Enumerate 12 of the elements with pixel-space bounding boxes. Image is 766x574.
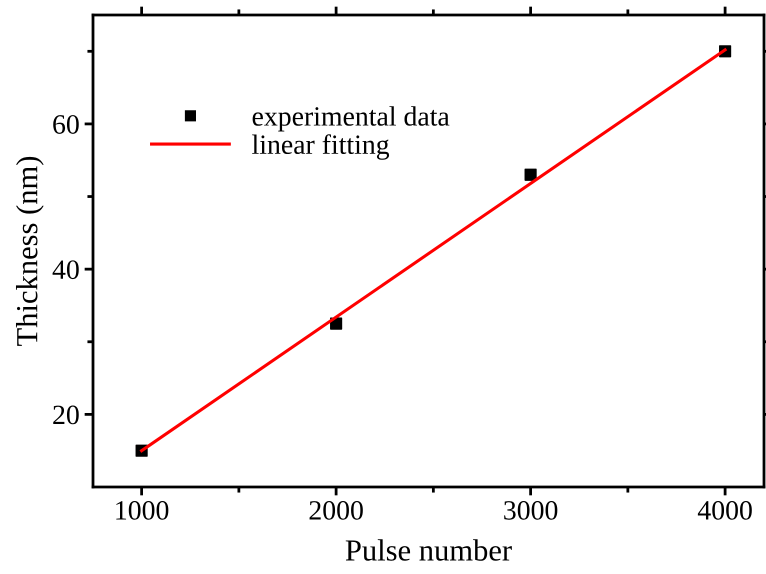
x-axis-title: Pulse number	[346, 539, 512, 561]
y-axis-title: Thickness (nm)	[16, 156, 44, 346]
x-tick-label: 2000	[310, 500, 363, 520]
y-tick-label: 40	[52, 260, 79, 280]
y-tick-label: 60	[53, 115, 79, 134]
x-tick-label: 3000	[504, 500, 558, 520]
legend-label: experimental data	[252, 106, 450, 132]
x-tick-label: 4000	[698, 500, 752, 520]
point	[524, 168, 537, 181]
legend-label: linear fitting	[252, 134, 390, 160]
y-tick-label: 20	[53, 406, 79, 424]
x-tick-label: 1000	[116, 500, 168, 520]
